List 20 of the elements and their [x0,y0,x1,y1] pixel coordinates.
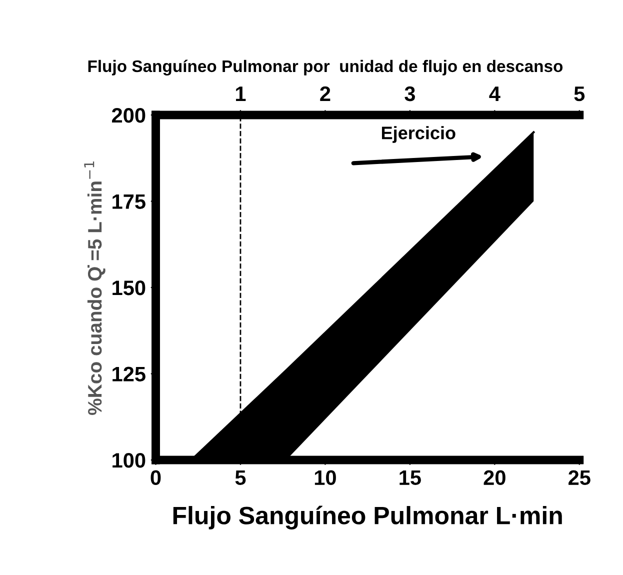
y-axis-title: %Kco cuando Q̇ =5 L·min$^{−1}$ [84,161,106,415]
x-tick-label: 5 [235,470,246,486]
x2-tick-label: 4 [489,86,500,101]
x2-tick-label: 3 [404,86,415,102]
y-tick-label: 125 [112,366,146,382]
y-tick-label: 100 [112,453,146,468]
x-tick-label: 15 [400,470,421,486]
x2-tick-label: 2 [320,86,330,101]
annotation: Ejercicio [382,126,456,143]
x2-tick-label: 5 [574,86,585,102]
y-tick-label: 175 [112,194,146,210]
x-tick-label: 10 [314,470,336,486]
x-tick-label: 20 [484,470,506,486]
x2-axis-title: Flujo Sanguíneo Pulmonar por unidad de flujo en descanso [88,60,563,76]
x-tick-label: 0 [150,470,161,486]
x2-tick-label: 1 [236,86,246,101]
y-tick-label: 200 [112,108,146,123]
x-axis-title: Flujo Sanguíneo Pulmonar L·min [173,506,562,530]
y-tick-label: 150 [112,280,146,296]
x-tick-label: 25 [568,470,590,486]
